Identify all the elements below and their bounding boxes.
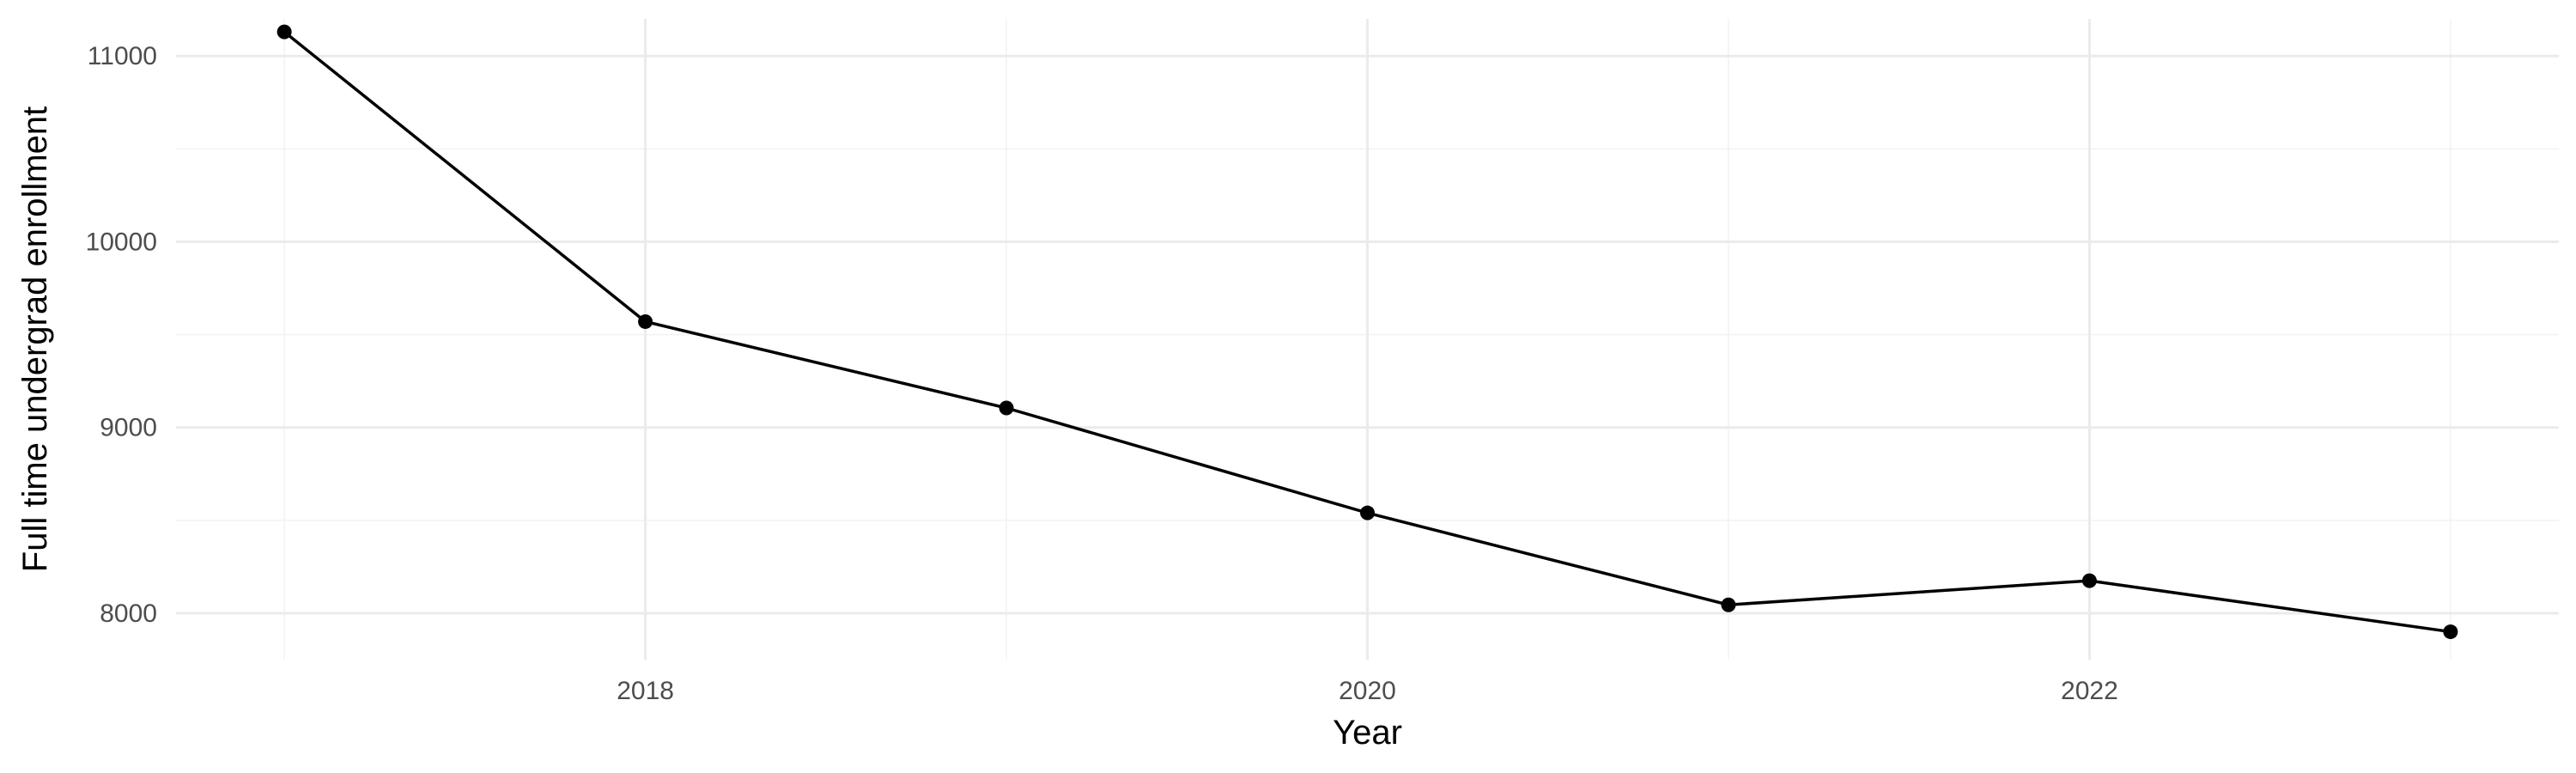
data-point	[276, 24, 292, 40]
x-axis-title: Year	[1333, 714, 1402, 752]
major-gridlines	[176, 19, 2559, 660]
y-tick-label: 10000	[86, 228, 157, 256]
y-tick-label: 9000	[100, 414, 157, 442]
y-axis-title: Full time undergrad enrollment	[16, 107, 54, 572]
y-tick-label: 11000	[88, 42, 157, 70]
data-point	[999, 400, 1014, 416]
x-tick-label: 2022	[2061, 677, 2118, 705]
data-point	[1360, 505, 1375, 520]
x-axis-tick-labels: 2018 2020 2022	[617, 677, 2118, 705]
data-point	[1721, 597, 1736, 612]
x-tick-label: 2020	[1339, 677, 1396, 705]
y-axis-tick-labels: 8000 9000 10000 11000	[86, 42, 157, 628]
data-point	[2443, 624, 2458, 640]
data-point	[638, 313, 653, 329]
x-tick-label: 2018	[617, 677, 674, 705]
y-tick-label: 8000	[100, 600, 157, 628]
series-enrollment	[276, 24, 2458, 640]
data-point	[2081, 573, 2097, 588]
